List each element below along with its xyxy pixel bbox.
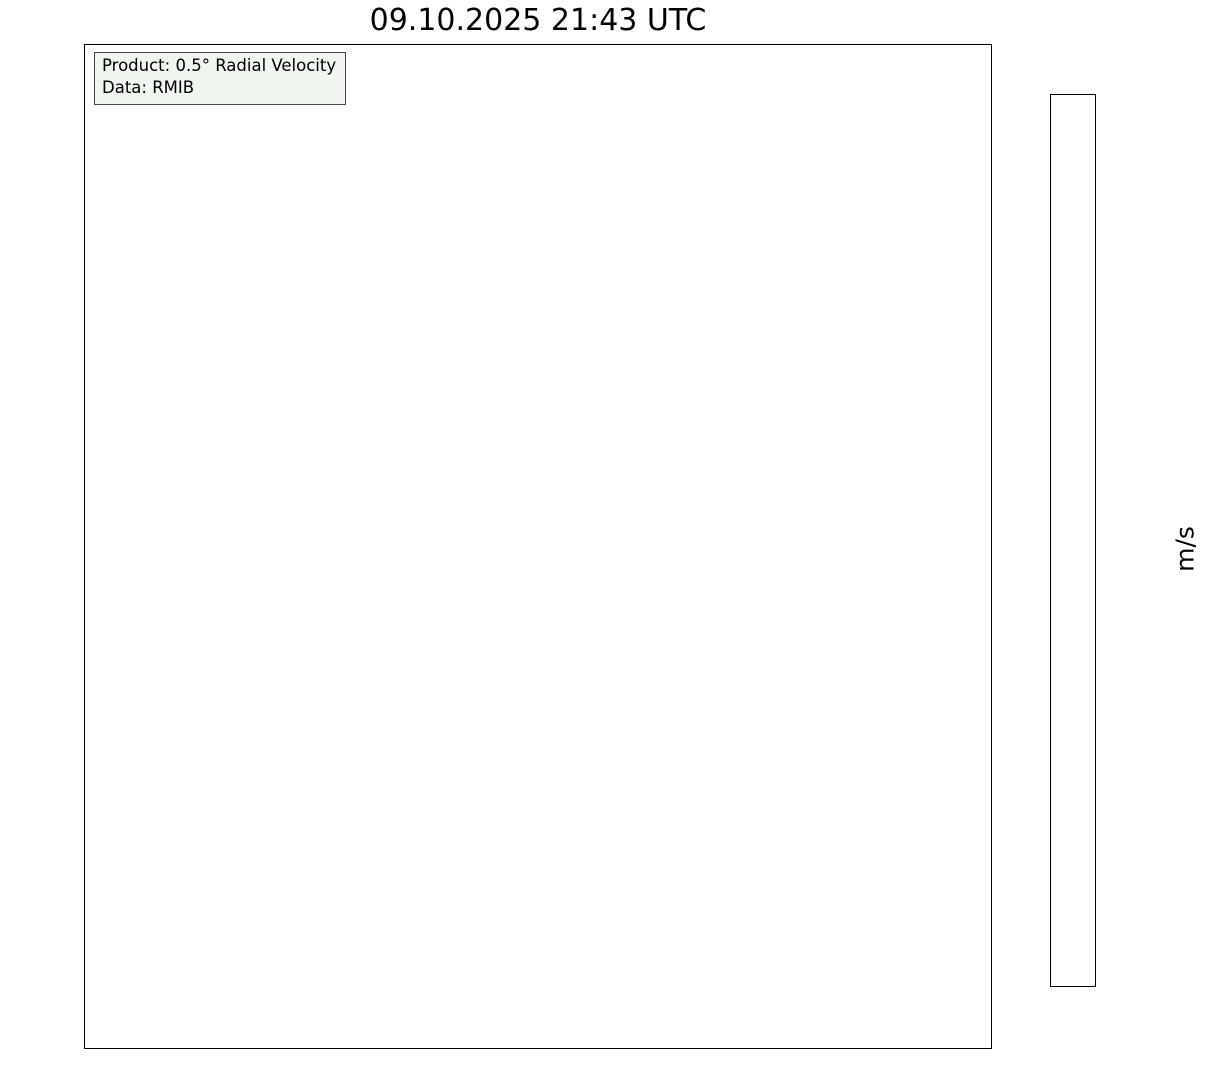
product-label: Product: 0.5° Radial Velocity [102, 56, 337, 75]
velocity-colorbar [1050, 94, 1096, 987]
product-info-box: Product: 0.5° Radial Velocity Data: RMIB [94, 52, 347, 105]
colorbar-unit-label: m/s [1170, 526, 1200, 572]
figure-title: 09.10.2025 21:43 UTC [369, 3, 707, 38]
map-borders-overlay [85, 45, 991, 1048]
data-source-label: Data: RMIB [102, 78, 195, 98]
radial-velocity-field-canvas [85, 45, 991, 1048]
